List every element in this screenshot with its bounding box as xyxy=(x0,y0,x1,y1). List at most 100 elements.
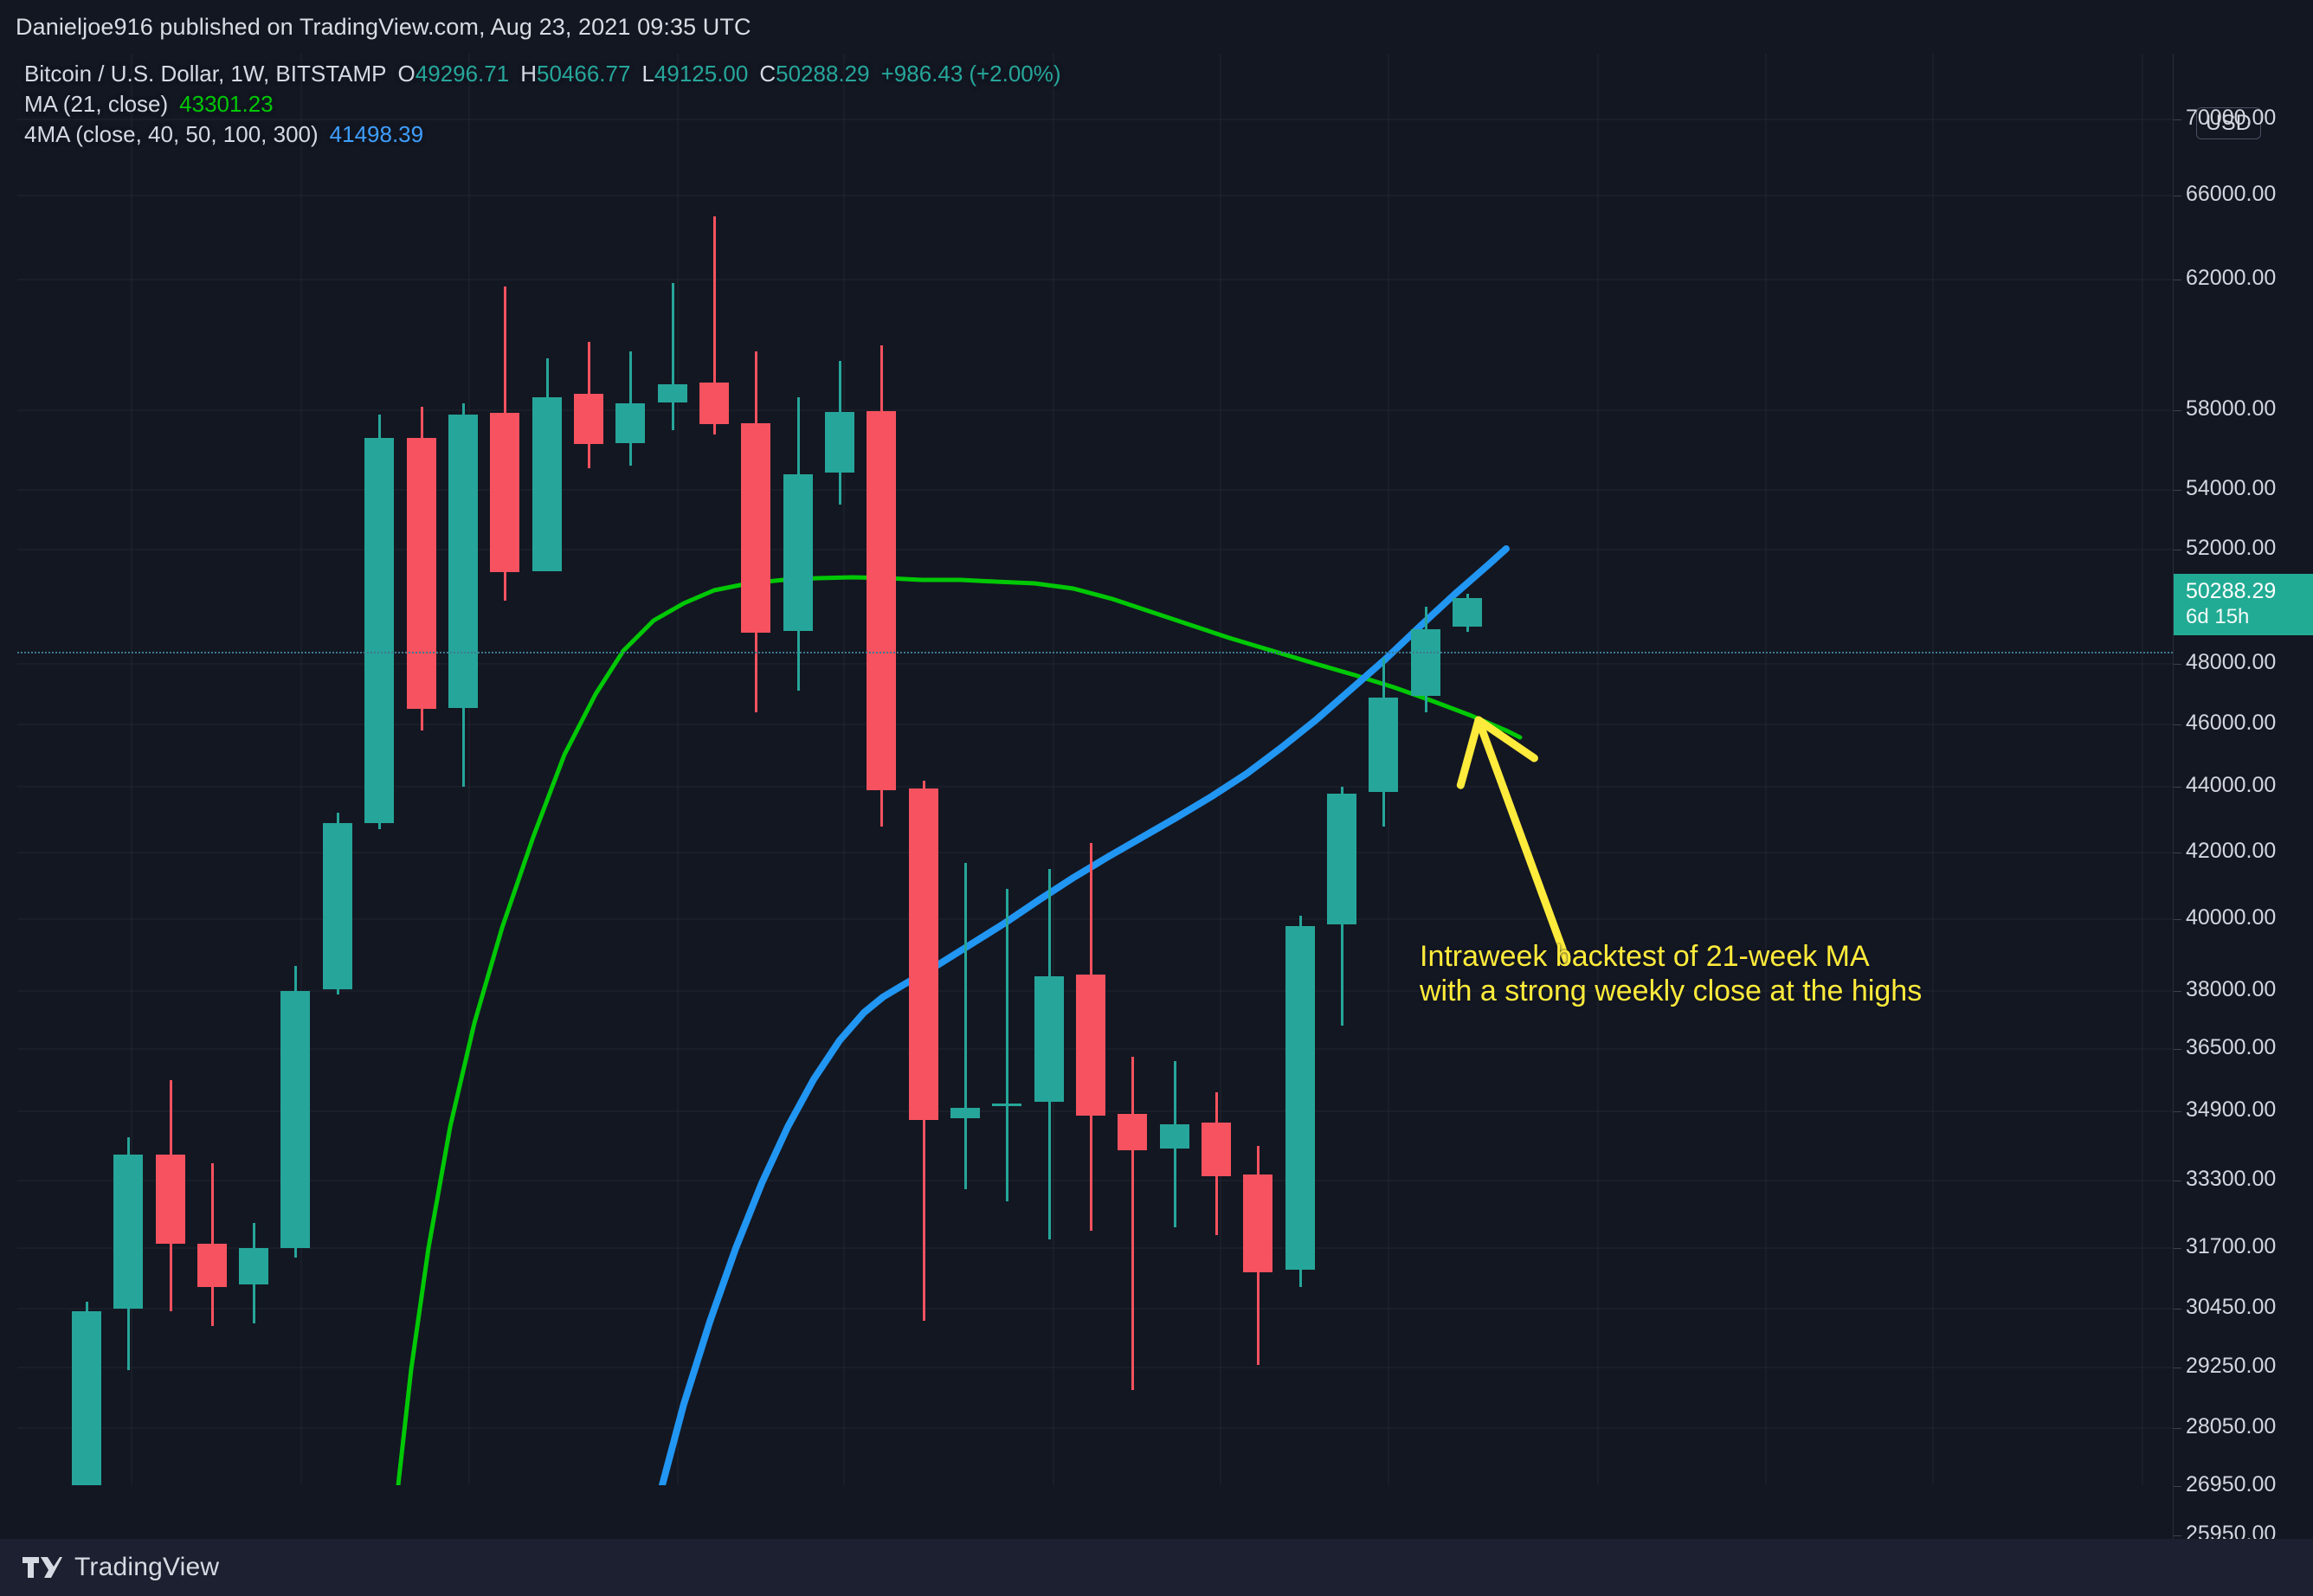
publisher-text: Danieljoe916 published on TradingView.co… xyxy=(16,13,751,40)
price-tick-label: 36500.00 xyxy=(2186,1035,2277,1059)
ohlc-low-value: 49125.00 xyxy=(654,61,749,87)
candle-body xyxy=(1118,1113,1147,1150)
candle-body xyxy=(1202,1122,1231,1176)
last-price-badge: 50288.29 6d 15h xyxy=(2174,574,2313,636)
price-tick-label: 42000.00 xyxy=(2186,839,2277,863)
candle-body xyxy=(1076,975,1105,1116)
price-scale[interactable]: USD 50288.29 6d 15h 70000.00 66000.00 6200… xyxy=(2173,54,2313,1546)
candle-body xyxy=(867,411,896,790)
price-tick-label: 54000.00 xyxy=(2186,476,2277,500)
price-tick-dash xyxy=(2174,1049,2181,1050)
candle-body xyxy=(1243,1174,1272,1272)
candle-body xyxy=(1285,926,1315,1271)
candle-body xyxy=(699,382,729,425)
annotation-arrow[interactable] xyxy=(17,54,2173,1485)
candle-wick xyxy=(1131,1057,1134,1391)
bar-countdown: 6d 15h xyxy=(2186,605,2250,629)
candle-body xyxy=(615,403,645,443)
price-tick-dash xyxy=(2174,490,2181,491)
price-tick-label: 30450.00 xyxy=(2186,1295,2277,1319)
publisher-bar: Danieljoe916 published on TradingView.co… xyxy=(0,0,2313,54)
candle-body xyxy=(1327,793,1356,925)
price-tick-label: 46000.00 xyxy=(2186,711,2277,735)
ohlc-open-label: O xyxy=(397,61,416,87)
price-tick-label: 44000.00 xyxy=(2186,773,2277,797)
annotation-line-2: with a strong weekly close at the highs xyxy=(1420,975,1923,1007)
candle-body xyxy=(992,1104,1021,1106)
annotation-line-1: Intraweek backtest of 21-week MA xyxy=(1420,940,1870,973)
price-tick-dash xyxy=(2174,991,2181,992)
price-tick-label: 34900.00 xyxy=(2186,1097,2277,1122)
price-tick-dash xyxy=(2174,119,2181,120)
ohlc-open-value: 49296.71 xyxy=(415,61,510,87)
candle-body xyxy=(407,438,436,710)
price-tick-dash xyxy=(2174,410,2181,411)
candle-body xyxy=(741,422,770,633)
candle-body xyxy=(1034,976,1064,1102)
plot-area[interactable] xyxy=(17,54,2173,1485)
candle-body xyxy=(323,822,352,989)
ma4-label: 4MA (close, 40, 50, 100, 300) xyxy=(24,121,319,147)
price-tick-label: 62000.00 xyxy=(2186,266,2277,290)
price-tick-label: 26950.00 xyxy=(2186,1472,2277,1496)
candle-body xyxy=(909,788,938,1120)
candle-body xyxy=(197,1244,227,1287)
annotation-text[interactable]: Intraweek backtest of 21-week MA with a … xyxy=(1420,939,1922,1008)
price-tick-label: 38000.00 xyxy=(2186,977,2277,1001)
symbol-title[interactable]: Bitcoin / U.S. Dollar, 1W, BITSTAMP xyxy=(24,61,387,87)
price-tick-label: 28050.00 xyxy=(2186,1414,2277,1438)
candle-body xyxy=(783,473,813,632)
candle-body xyxy=(156,1155,185,1245)
legend-row-ma21[interactable]: MA (21, close) 43301.23 xyxy=(24,89,1061,119)
ma21-label: MA (21, close) xyxy=(24,91,169,117)
price-tick-dash xyxy=(2174,787,2181,788)
price-tick-dash xyxy=(2174,1486,2181,1487)
price-tick-dash xyxy=(2174,664,2181,665)
candle-body xyxy=(364,438,394,823)
price-tick-label: 31700.00 xyxy=(2186,1234,2277,1258)
candle-wick xyxy=(712,216,716,434)
price-tick-dash xyxy=(2174,1309,2181,1310)
ohlc-close-label: C xyxy=(759,61,776,87)
candles-layer xyxy=(17,54,2173,1485)
candle-body xyxy=(72,1310,101,1485)
change-percent: (+2.00%) xyxy=(969,61,1061,87)
tradingview-logo-icon xyxy=(23,1557,62,1578)
candle-body xyxy=(1453,598,1482,627)
price-tick-label: 66000.00 xyxy=(2186,182,2277,206)
candle-body xyxy=(532,396,562,571)
candle-body xyxy=(950,1107,980,1118)
candle-body xyxy=(658,383,687,402)
candle-wick xyxy=(963,862,967,1189)
legend-row-ma4[interactable]: 4MA (close, 40, 50, 100, 300) 41498.39 xyxy=(24,119,1061,150)
candle-wick xyxy=(671,282,674,430)
candle-body xyxy=(1411,629,1440,696)
price-tick-dash xyxy=(2174,1248,2181,1249)
price-tick-label: 58000.00 xyxy=(2186,396,2277,421)
ma21-value: 43301.23 xyxy=(179,91,274,117)
candle-body xyxy=(825,412,854,473)
currency-badge[interactable]: USD xyxy=(2196,107,2261,139)
candle-body xyxy=(490,413,519,573)
candle-body xyxy=(574,394,603,445)
candle-body xyxy=(280,991,310,1248)
price-tick-label: 29250.00 xyxy=(2186,1354,2277,1378)
price-tick-dash xyxy=(2174,1111,2181,1112)
chart-frame[interactable] xyxy=(0,54,2313,1539)
candle-body xyxy=(1369,697,1398,792)
price-tick-dash xyxy=(2174,724,2181,725)
ohlc-low-label: L xyxy=(641,61,654,87)
legend-row-symbol[interactable]: Bitcoin / U.S. Dollar, 1W, BITSTAMP O 49… xyxy=(24,59,1061,89)
chart-legend: Bitcoin / U.S. Dollar, 1W, BITSTAMP O 49… xyxy=(24,59,1061,150)
ohlc-high-value: 50466.77 xyxy=(536,61,631,87)
price-tick-dash xyxy=(2174,919,2181,920)
ohlc-close-value: 50288.29 xyxy=(776,61,870,87)
price-tick-label: 48000.00 xyxy=(2186,650,2277,674)
tradingview-wordmark: TradingView xyxy=(74,1553,220,1581)
candle-wick xyxy=(1005,889,1008,1202)
arrow-head xyxy=(1456,716,1538,789)
price-tick-label: 52000.00 xyxy=(2186,536,2277,560)
change-absolute: +986.43 xyxy=(880,61,963,87)
price-tick-dash xyxy=(2174,1535,2181,1536)
candle-body xyxy=(448,414,478,708)
